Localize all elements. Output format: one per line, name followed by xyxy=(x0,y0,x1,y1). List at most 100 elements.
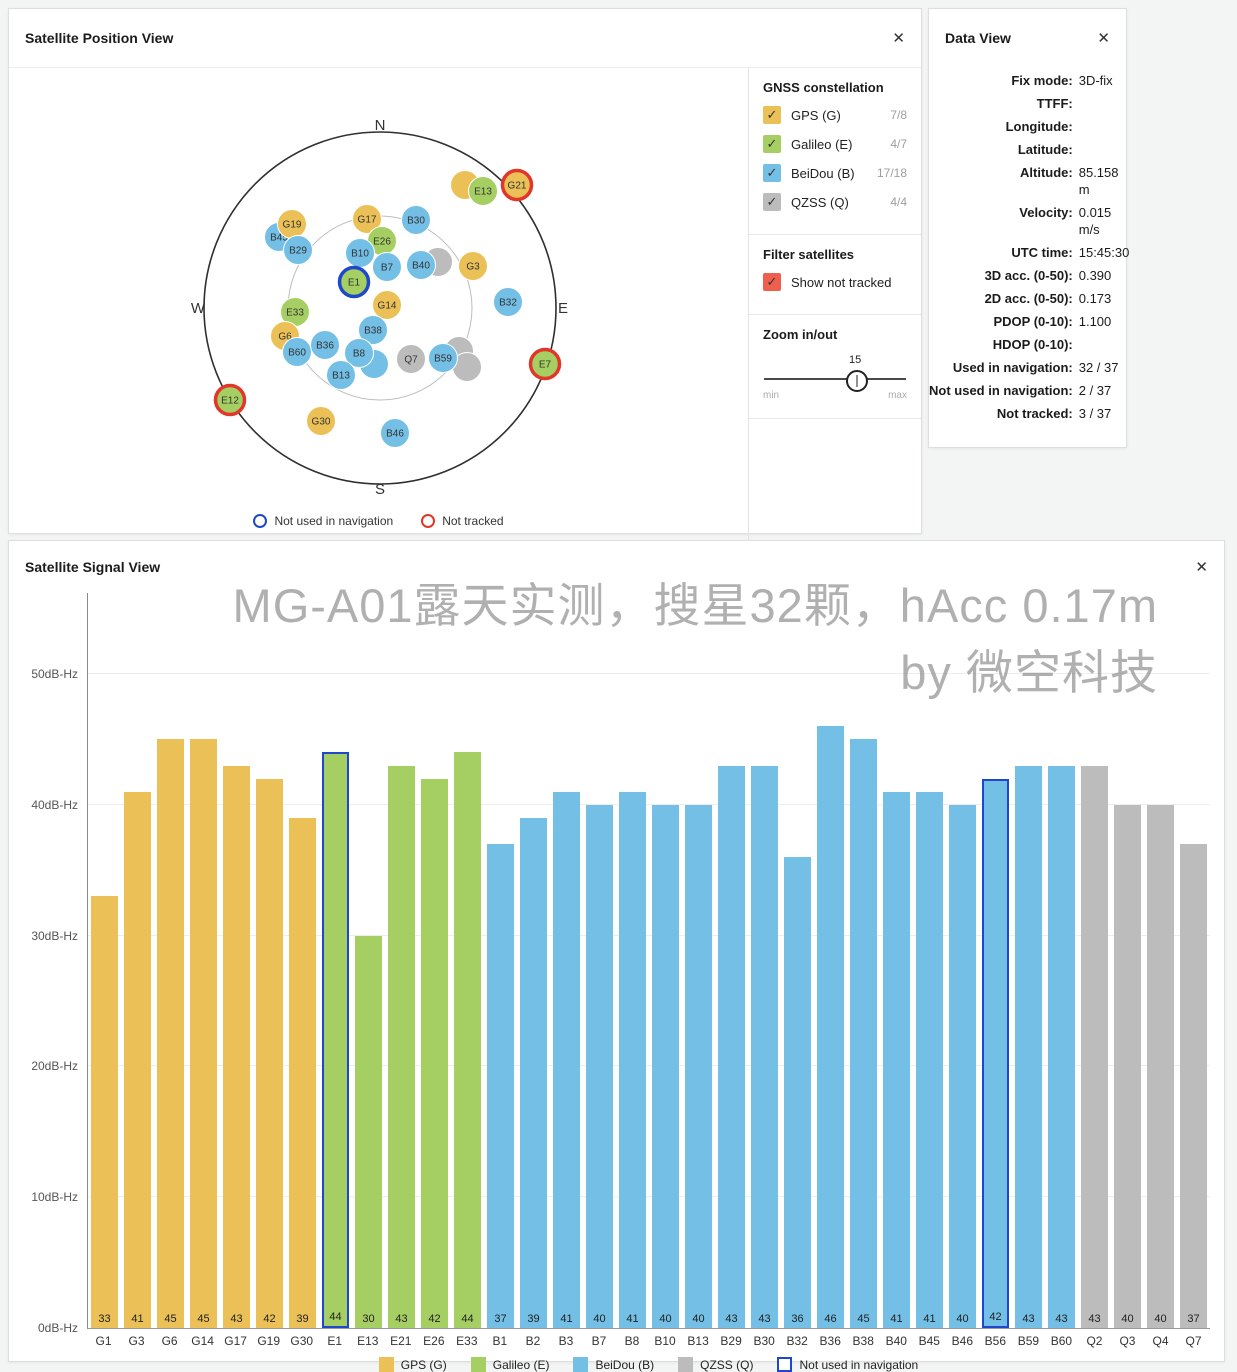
satellite-B29[interactable]: B29 xyxy=(282,235,313,265)
signal-bar-G3[interactable]: 41 xyxy=(124,791,151,1328)
signal-bar-G30[interactable]: 39 xyxy=(289,817,316,1328)
constellation-item[interactable]: ✓ Galileo (E) 4/7 xyxy=(763,135,907,153)
satellite-circle[interactable] xyxy=(337,265,370,299)
satellite-G30[interactable]: G30 xyxy=(305,406,336,436)
signal-bar-B36[interactable]: 46 xyxy=(817,726,844,1328)
satellite-E1[interactable]: E1 xyxy=(337,265,370,299)
signal-bar-E13[interactable]: 30 xyxy=(355,935,382,1328)
satellite-circle[interactable] xyxy=(528,347,561,381)
satellite-G21[interactable]: G21 xyxy=(500,168,533,202)
satellite-G14[interactable]: G14 xyxy=(371,290,402,320)
signal-bar-B1[interactable]: 37 xyxy=(487,844,514,1328)
satellite-B10[interactable]: B10 xyxy=(344,238,375,268)
satellite-B30[interactable]: B30 xyxy=(400,205,431,235)
satellite-circle[interactable] xyxy=(371,290,402,320)
signal-bar-G17[interactable]: 43 xyxy=(223,765,250,1328)
signal-bar-E21[interactable]: 43 xyxy=(388,765,415,1328)
zoom-slider-track[interactable] xyxy=(764,378,906,380)
signal-bar-B38[interactable]: 45 xyxy=(850,739,877,1328)
signal-bar-B3[interactable]: 41 xyxy=(553,791,580,1328)
constellation-checkbox[interactable]: ✓ xyxy=(763,193,781,211)
signal-bar-B30[interactable]: 43 xyxy=(751,765,778,1328)
satellite-B32[interactable]: B32 xyxy=(492,287,523,317)
data-field-label: Not tracked: xyxy=(996,406,1073,421)
signal-bar-E1[interactable]: 44 xyxy=(322,752,349,1328)
satellite-G17[interactable]: G17 xyxy=(351,204,382,234)
satellite-E12[interactable]: E12 xyxy=(213,383,246,417)
satellite-B13[interactable]: B13 xyxy=(325,360,356,390)
satellite-Q7[interactable]: Q7 xyxy=(395,344,426,374)
signal-bar-G19[interactable]: 42 xyxy=(256,778,283,1328)
satellite-circle[interactable] xyxy=(371,252,402,282)
satellite-circle[interactable] xyxy=(457,251,488,281)
constellation-checkbox[interactable]: ✓ xyxy=(763,106,781,124)
satellite-circle[interactable] xyxy=(325,360,356,390)
satellite-B46[interactable]: B46 xyxy=(379,418,410,448)
zoom-slider-knob[interactable] xyxy=(846,370,869,392)
satellite-circle[interactable] xyxy=(395,344,426,374)
signal-bar-Q3[interactable]: 40 xyxy=(1114,804,1141,1328)
signal-bar-B13[interactable]: 40 xyxy=(685,804,712,1328)
satellite-circle[interactable] xyxy=(427,343,458,373)
satellite-B59[interactable]: B59 xyxy=(427,343,458,373)
satellite-circle[interactable] xyxy=(467,176,498,206)
satellite-circle[interactable] xyxy=(357,315,388,345)
show-not-tracked-row[interactable]: ✓ Show not tracked xyxy=(763,273,907,291)
satellite-circle[interactable] xyxy=(343,338,374,368)
satellite-circle[interactable] xyxy=(305,406,336,436)
signal-bar-B46[interactable]: 40 xyxy=(949,804,976,1328)
satellite-circle[interactable] xyxy=(281,337,312,367)
signal-bar-B60[interactable]: 43 xyxy=(1048,765,1075,1328)
satellite-circle[interactable] xyxy=(400,205,431,235)
signal-bar-G14[interactable]: 45 xyxy=(190,739,217,1328)
show-not-tracked-checkbox[interactable]: ✓ xyxy=(763,273,781,291)
constellation-item[interactable]: ✓ GPS (G) 7/8 xyxy=(763,106,907,124)
signal-bar-G6[interactable]: 45 xyxy=(157,739,184,1328)
sky-plot[interactable]: N E S W E13 G21 B45 G19 B29 G17 B30 E26 B10 B40 B7 G3 E1… xyxy=(10,68,748,512)
signal-bar-B56[interactable]: 42 xyxy=(982,778,1009,1328)
position-view-close-icon[interactable]: ✕ xyxy=(892,29,905,47)
signal-bar-B8[interactable]: 41 xyxy=(619,791,646,1328)
signal-bar-B29[interactable]: 43 xyxy=(718,765,745,1328)
signal-bar-B7[interactable]: 40 xyxy=(586,804,613,1328)
signal-bar-E26[interactable]: 42 xyxy=(421,778,448,1328)
satellite-G19[interactable]: G19 xyxy=(276,209,307,239)
constellation-item[interactable]: ✓ QZSS (Q) 4/4 xyxy=(763,193,907,211)
signal-bar-B45[interactable]: 41 xyxy=(916,791,943,1328)
signal-bar-E33[interactable]: 44 xyxy=(454,752,481,1328)
satellite-B7[interactable]: B7 xyxy=(371,252,402,282)
satellite-B8[interactable]: B8 xyxy=(343,338,374,368)
constellation-checkbox[interactable]: ✓ xyxy=(763,135,781,153)
satellite-circle[interactable] xyxy=(213,383,246,417)
satellite-B60[interactable]: B60 xyxy=(281,337,312,367)
satellite-E13[interactable]: E13 xyxy=(467,176,498,206)
satellite-B40[interactable]: B40 xyxy=(405,250,436,280)
satellite-circle[interactable] xyxy=(405,250,436,280)
satellite-label: B45 xyxy=(270,233,288,244)
bar-value: 41 xyxy=(923,1313,936,1325)
signal-bar-G1[interactable]: 33 xyxy=(91,896,118,1328)
satellite-circle[interactable] xyxy=(379,418,410,448)
signal-bar-Q2[interactable]: 43 xyxy=(1081,765,1108,1328)
satellite-B38[interactable]: B38 xyxy=(357,315,388,345)
satellite-E7[interactable]: E7 xyxy=(528,347,561,381)
satellite-circle[interactable] xyxy=(492,287,523,317)
signal-view-close-icon[interactable]: ✕ xyxy=(1195,558,1208,576)
signal-bar-Q4[interactable]: 40 xyxy=(1147,804,1174,1328)
signal-bar-B2[interactable]: 39 xyxy=(520,817,547,1328)
data-view-close-icon[interactable]: ✕ xyxy=(1097,29,1110,47)
satellite-circle[interactable] xyxy=(500,168,533,202)
signal-bar-B40[interactable]: 41 xyxy=(883,791,910,1328)
satellite-B36[interactable]: B36 xyxy=(309,330,340,360)
constellation-item[interactable]: ✓ BeiDou (B) 17/18 xyxy=(763,164,907,182)
zoom-slider[interactable]: 15 min max xyxy=(763,354,907,406)
signal-bar-Q7[interactable]: 37 xyxy=(1180,844,1207,1328)
satellite-circle[interactable] xyxy=(309,330,340,360)
satellite-circle[interactable] xyxy=(351,204,382,234)
signal-bar-B32[interactable]: 36 xyxy=(784,857,811,1328)
satellite-circle[interactable] xyxy=(282,235,313,265)
constellation-checkbox[interactable]: ✓ xyxy=(763,164,781,182)
satellite-G3[interactable]: G3 xyxy=(457,251,488,281)
signal-bar-B10[interactable]: 40 xyxy=(652,804,679,1328)
signal-bar-B59[interactable]: 43 xyxy=(1015,765,1042,1328)
